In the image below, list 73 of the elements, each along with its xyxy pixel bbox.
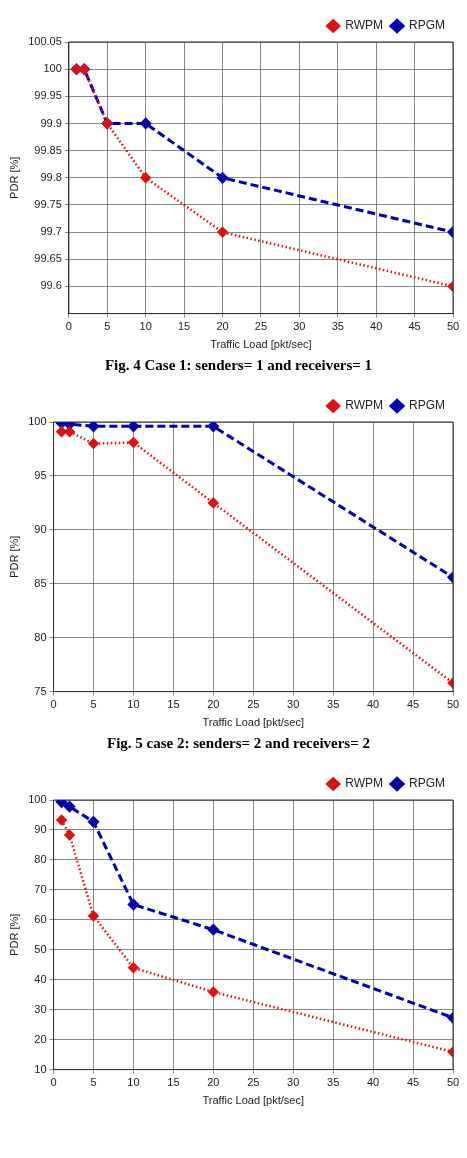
legend-label: RPGM <box>409 398 445 413</box>
x-tick-label: 5 <box>104 320 111 333</box>
legend-label: RWPM <box>345 398 384 413</box>
y-tick-label: 99.6 <box>40 279 62 292</box>
y-tick-label: 99.65 <box>34 252 62 265</box>
x-tick-label: 15 <box>177 320 191 333</box>
y-axis-title: PDR [%] <box>7 535 20 578</box>
y-tick-label: 90 <box>34 822 47 835</box>
x-tick-label: 20 <box>207 1076 220 1089</box>
x-tick-label: 10 <box>139 320 152 333</box>
x-tick-label: 40 <box>370 320 383 333</box>
x-tick-label: 45 <box>406 1076 420 1089</box>
y-tick-label: 95 <box>34 468 47 481</box>
x-tick-label: 10 <box>127 698 140 711</box>
y-tick-label: 70 <box>34 882 47 895</box>
x-tick-label: 30 <box>287 1076 300 1089</box>
y-tick-label: 100 <box>28 793 47 806</box>
y-tick-label: 60 <box>34 912 47 925</box>
y-tick-label: 99.75 <box>34 197 62 210</box>
y-tick-label: 90 <box>34 522 47 535</box>
y-tick-label: 99.7 <box>40 225 62 238</box>
y-tick-label: 80 <box>34 630 47 643</box>
legend-label: RPGM <box>409 776 445 791</box>
y-tick-label: 40 <box>34 972 47 985</box>
y-tick-label: 99.85 <box>34 143 62 156</box>
x-tick-label: 30 <box>293 320 306 333</box>
x-tick-label: 35 <box>331 320 344 333</box>
x-tick-label: 15 <box>167 1076 180 1089</box>
x-tick-label: 25 <box>247 698 260 711</box>
x-tick-label: 10 <box>127 1076 140 1089</box>
y-tick-label: 99.8 <box>40 170 62 183</box>
y-tick-label: 85 <box>34 576 47 589</box>
y-tick-label: 100 <box>28 415 47 428</box>
x-tick-label: 50 <box>446 1076 460 1089</box>
y-tick-label: 30 <box>34 1002 47 1015</box>
x-tick-label: 45 <box>406 698 420 711</box>
x-tick-label: 40 <box>366 1076 380 1089</box>
y-axis-title: PDR [%] <box>7 913 20 956</box>
x-tick-label: 25 <box>247 1076 260 1089</box>
y-tick-label: 100 <box>43 62 62 75</box>
x-tick-label: 35 <box>327 698 340 711</box>
x-axis-title: Traffic Load [pkt/sec] <box>202 716 305 729</box>
y-tick-label: 20 <box>34 1032 47 1045</box>
x-tick-label: 5 <box>90 1076 97 1089</box>
y-tick-label: 50 <box>34 942 47 955</box>
x-tick-label: 45 <box>408 320 421 333</box>
x-tick-label: 20 <box>207 698 220 711</box>
x-tick-label: 30 <box>287 698 300 711</box>
x-tick-label: 0 <box>50 1076 57 1089</box>
x-tick-label: 5 <box>90 698 97 711</box>
x-axis-title: Traffic Load [pkt/sec] <box>202 1094 305 1107</box>
x-tick-label: 20 <box>216 320 229 333</box>
y-tick-label: 100.05 <box>28 35 62 48</box>
x-axis-title: Traffic Load [pkt/sec] <box>210 338 312 351</box>
x-tick-label: 50 <box>446 320 460 333</box>
caption: Fig. 4 Case 1: senders= 1 and receivers= 1 <box>103 356 374 375</box>
y-tick-label: 10 <box>34 1062 47 1075</box>
y-tick-label: 75 <box>34 684 47 697</box>
y-tick-label: 80 <box>34 852 47 865</box>
x-tick-label: 50 <box>446 698 460 711</box>
x-tick-label: 40 <box>366 698 380 711</box>
x-tick-label: 0 <box>65 320 72 333</box>
legend-label: RWPM <box>345 18 384 33</box>
legend-label: RWPM <box>345 776 384 791</box>
x-tick-label: 15 <box>167 698 180 711</box>
y-axis-title: PDR [%] <box>7 156 20 199</box>
x-tick-label: 25 <box>254 320 268 333</box>
legend-label: RPGM <box>409 18 445 33</box>
y-tick-label: 99.95 <box>34 89 62 102</box>
caption: Fig. 5 case 2: senders= 2 and receivers= 2 <box>106 734 371 753</box>
x-tick-label: 0 <box>50 698 57 711</box>
x-tick-label: 35 <box>327 1076 340 1089</box>
y-tick-label: 99.9 <box>40 116 62 129</box>
